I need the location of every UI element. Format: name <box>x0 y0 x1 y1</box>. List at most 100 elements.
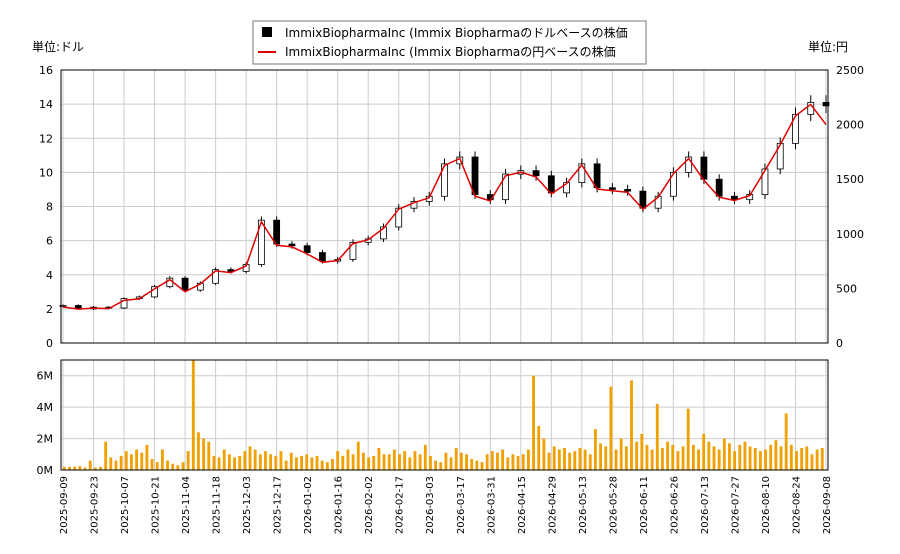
volume-bar <box>717 449 721 470</box>
x-tick-label: 2026-08-10 <box>761 476 772 534</box>
usd-candle-body <box>624 189 632 192</box>
volume-bar <box>207 441 211 470</box>
usd-candle-body <box>303 245 311 253</box>
usd-candle-body <box>822 102 830 107</box>
volume-bar <box>331 459 334 470</box>
volume-bar <box>398 454 401 470</box>
volume-bar <box>552 446 556 470</box>
volume-bar <box>341 455 345 470</box>
volume-bars <box>63 360 824 470</box>
volume-bar <box>63 466 66 470</box>
volume-bar <box>387 454 391 470</box>
usd-candle-body <box>532 170 540 177</box>
volume-bar <box>176 465 180 470</box>
volume-bar <box>408 457 412 470</box>
x-tick-label: 2026-01-16 <box>334 476 345 534</box>
volume-y-tick: 6M <box>37 370 54 383</box>
volume-bar <box>160 449 164 470</box>
volume-bar <box>279 451 283 470</box>
volume-bar <box>501 449 505 470</box>
volume-bar <box>356 441 360 470</box>
usd-candle-body <box>319 252 326 262</box>
x-tick-label: 2026-03-31 <box>486 476 497 534</box>
volume-bar <box>691 444 695 470</box>
volume-bar <box>264 451 267 470</box>
usd-candle-body <box>731 195 738 201</box>
x-tick-label: 2025-12-03 <box>242 476 253 534</box>
usd-candle-body <box>547 175 555 194</box>
volume-bar <box>83 467 87 470</box>
volume-bar <box>449 457 453 470</box>
volume-bar <box>372 455 376 470</box>
volume-bar <box>769 444 773 470</box>
usd-candle-body <box>380 226 387 240</box>
x-tick-label: 2026-05-28 <box>608 476 619 534</box>
volume-bar <box>568 452 572 470</box>
usd-candle-body <box>471 156 479 195</box>
volume-bar <box>588 454 592 470</box>
volume-bar <box>233 457 236 470</box>
price-gridlines <box>61 69 828 344</box>
jpy-price-line <box>62 103 827 310</box>
volume-bar <box>284 460 288 470</box>
volume-bar <box>640 433 644 470</box>
usd-candle-body <box>120 298 128 309</box>
y-axis-label-left: 単位:ドル <box>32 39 84 54</box>
volume-bar <box>650 449 654 470</box>
usd-candle-body <box>792 113 799 144</box>
volume-bar <box>222 449 226 470</box>
volume-bar <box>532 375 535 470</box>
price-y-tick-left: 10 <box>39 166 53 179</box>
volume-bar <box>227 454 231 470</box>
price-y-tick-right: 2000 <box>836 119 864 132</box>
x-tick-label: 2026-07-27 <box>730 476 741 534</box>
volume-bar <box>594 429 597 470</box>
legend: ImmixBiopharmaInc (Immix Biopharmaのドルベース… <box>252 20 647 65</box>
volume-bar <box>99 466 102 470</box>
price-panel-frame <box>60 69 829 344</box>
x-axis-ticks: 2025-09-09 2025-09-23 2025-10-07 2025-10-21… <box>59 476 833 534</box>
volume-bar <box>583 449 587 470</box>
volume-bar <box>635 441 639 470</box>
volume-bar <box>614 449 618 470</box>
x-tick-label: 2026-08-24 <box>791 476 802 534</box>
volume-bar <box>511 454 515 470</box>
usd-candle-body <box>715 178 723 197</box>
price-y-tick-left: 12 <box>39 132 53 145</box>
usd-candle-body <box>227 269 235 272</box>
volume-bar <box>800 448 804 470</box>
volume-bar <box>547 452 551 470</box>
price-y-tick-left: 14 <box>39 98 53 111</box>
usd-candle-body <box>257 219 265 265</box>
volume-bar <box>655 404 659 470</box>
volume-bar <box>315 455 319 470</box>
volume-bar <box>707 441 711 470</box>
volume-bar <box>578 448 582 470</box>
price-y-tick-left: 0 <box>46 337 53 350</box>
volume-bar <box>68 466 71 470</box>
volume-bar <box>135 449 139 470</box>
volume-bar <box>722 438 726 470</box>
price-y-tick-right: 500 <box>836 282 857 295</box>
volume-bar <box>671 444 675 470</box>
price-y-ticks: 0 2 4 6 8 10 12 14 16 0 500 1000 1500 2000 2500 <box>39 64 864 350</box>
volume-bar <box>310 457 314 470</box>
volume-bar <box>738 444 742 470</box>
volume-bar <box>630 380 633 470</box>
volume-bar <box>88 460 92 470</box>
volume-bar <box>336 451 340 470</box>
volume-bar <box>526 449 530 470</box>
x-tick-label: 2026-09-08 <box>822 476 833 534</box>
volume-bar <box>429 455 432 470</box>
usd-candle-body <box>700 156 708 180</box>
x-tick-label: 2025-10-21 <box>151 476 162 534</box>
price-y-tick-left: 6 <box>46 235 53 248</box>
volume-bar <box>779 446 783 470</box>
volume-bar <box>697 449 700 470</box>
usd-candle-body <box>288 243 296 247</box>
volume-bar <box>743 441 747 470</box>
volume-bar <box>362 452 365 470</box>
volume-bar <box>475 460 479 470</box>
usd-candle-body <box>349 241 357 260</box>
volume-bar <box>573 451 577 470</box>
